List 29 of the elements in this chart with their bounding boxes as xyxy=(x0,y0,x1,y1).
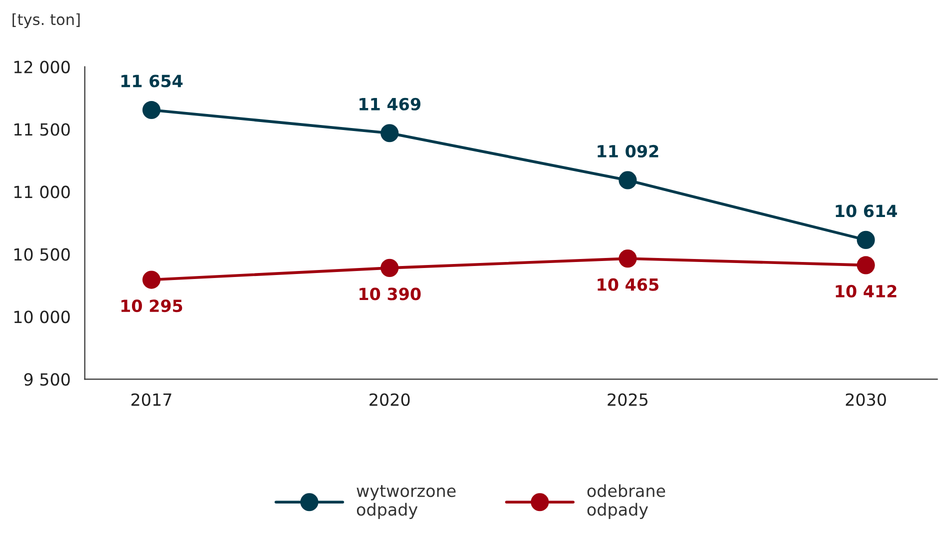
data-label: 10 295 xyxy=(121,300,182,312)
legend-label: odebrane odpady xyxy=(587,484,666,519)
point xyxy=(618,171,637,190)
data-label: 11 092 xyxy=(598,144,658,158)
point xyxy=(856,230,875,249)
data-label: 11 469 xyxy=(360,98,420,110)
point xyxy=(380,124,399,142)
y-axis-title: [tys. ton] xyxy=(12,13,80,28)
point xyxy=(380,258,399,277)
point xyxy=(856,256,875,274)
data-label: 11 654 xyxy=(121,74,183,88)
data-label: 10 614 xyxy=(836,204,897,218)
x-tick-label: 2025 xyxy=(608,393,648,406)
data-label: 10 412 xyxy=(836,284,896,298)
y-tick-label: 11 500 xyxy=(14,123,70,136)
x-tick-label: 2020 xyxy=(370,393,410,406)
x-tick-label: 2017 xyxy=(131,393,172,406)
point xyxy=(142,270,160,289)
point xyxy=(618,250,637,268)
y-tick-label: 9 500 xyxy=(24,373,70,386)
y-tick-label: 10 500 xyxy=(14,248,70,261)
x-tick-label: 2030 xyxy=(846,393,886,406)
data-label: 10 390 xyxy=(360,288,421,300)
legend-label: wytworzone odpady xyxy=(356,485,456,519)
y-tick-label: 10 000 xyxy=(14,310,70,324)
y-tick-label: 11 000 xyxy=(14,186,70,198)
point xyxy=(142,100,160,120)
data-label: 10 465 xyxy=(598,278,658,291)
y-tick-label: 12 000 xyxy=(14,60,70,74)
